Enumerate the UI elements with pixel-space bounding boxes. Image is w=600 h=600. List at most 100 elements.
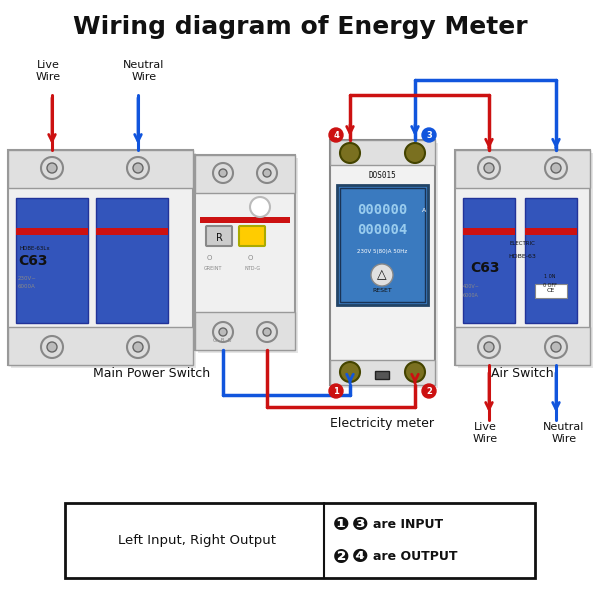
Bar [8, 150, 193, 188]
Bar [200, 217, 290, 223]
Circle shape [263, 328, 271, 336]
Circle shape [127, 336, 149, 358]
Bar [198, 158, 298, 353]
Text: Left Input, Right Output: Left Input, Right Output [118, 534, 275, 547]
Bar [8, 327, 193, 365]
Text: 230V 5(80)A 50Hz: 230V 5(80)A 50Hz [357, 250, 407, 254]
Text: 1: 1 [333, 386, 339, 395]
Text: A: A [422, 208, 426, 212]
Circle shape [405, 362, 425, 382]
Circle shape [551, 342, 561, 352]
Circle shape [133, 163, 143, 173]
Bar [16, 198, 88, 323]
Text: O: O [206, 255, 212, 261]
Bar [195, 312, 295, 350]
Text: Neutral
Wire: Neutral Wire [124, 61, 164, 82]
Circle shape [484, 342, 494, 352]
Text: Wiring diagram of Energy Meter: Wiring diagram of Energy Meter [73, 15, 527, 39]
Bar [340, 188, 425, 302]
Circle shape [257, 322, 277, 342]
Circle shape [484, 163, 494, 173]
Bar [463, 228, 515, 235]
Text: DOS015: DOS015 [368, 170, 396, 179]
Circle shape [133, 342, 143, 352]
Text: Air Switch: Air Switch [491, 367, 553, 380]
Circle shape [545, 336, 567, 358]
Text: RESET: RESET [372, 287, 392, 292]
Circle shape [405, 143, 425, 163]
FancyBboxPatch shape [239, 226, 265, 246]
Bar [330, 140, 435, 385]
Text: 3: 3 [426, 130, 432, 139]
Circle shape [47, 163, 57, 173]
Text: 230V~: 230V~ [18, 276, 37, 281]
Circle shape [478, 157, 500, 179]
Bar [195, 155, 295, 193]
Circle shape [371, 264, 393, 286]
Text: 2: 2 [426, 386, 432, 395]
Text: Live
Wire: Live Wire [472, 422, 497, 443]
FancyBboxPatch shape [206, 226, 232, 246]
Circle shape [329, 128, 343, 142]
Text: 000000: 000000 [357, 203, 407, 217]
Bar [333, 143, 438, 388]
Text: are OUTPUT: are OUTPUT [373, 551, 457, 563]
Circle shape [478, 336, 500, 358]
Text: 6000A: 6000A [463, 293, 479, 298]
Text: Neutral
Wire: Neutral Wire [544, 422, 584, 443]
Text: HDBE-63Lx: HDBE-63Lx [20, 246, 50, 251]
Text: ❹: ❹ [352, 547, 368, 566]
Text: 000004: 000004 [357, 223, 407, 237]
Text: 4: 4 [333, 130, 339, 139]
Text: GREINT: GREINT [204, 266, 222, 271]
Text: ELECTRIC: ELECTRIC [509, 241, 535, 246]
Text: HDBE-63: HDBE-63 [508, 254, 536, 259]
Bar [16, 228, 88, 235]
Circle shape [340, 143, 360, 163]
Circle shape [41, 336, 63, 358]
Text: Electricity meter: Electricity meter [330, 417, 434, 430]
Bar [195, 155, 295, 350]
Text: ❷: ❷ [333, 547, 349, 566]
Bar [11, 153, 196, 368]
Circle shape [213, 322, 233, 342]
Text: ❸: ❸ [352, 514, 368, 533]
Bar [330, 140, 435, 165]
Circle shape [551, 163, 561, 173]
Circle shape [257, 163, 277, 183]
Bar [455, 150, 590, 188]
Bar [455, 327, 590, 365]
Bar [337, 185, 428, 305]
Circle shape [47, 342, 57, 352]
Bar [525, 228, 577, 235]
Bar [330, 360, 435, 385]
Bar [525, 198, 577, 323]
Bar [375, 371, 389, 379]
Text: 0 OFF: 0 OFF [543, 283, 557, 288]
Bar [463, 198, 515, 323]
Text: R: R [215, 233, 223, 243]
Text: are INPUT: are INPUT [373, 517, 443, 530]
Bar [65, 503, 535, 578]
Circle shape [219, 328, 227, 336]
Text: Live
Wire: Live Wire [35, 61, 61, 82]
Circle shape [329, 384, 343, 398]
Bar [96, 198, 168, 323]
Text: CE: CE [547, 288, 555, 293]
Text: 6000A: 6000A [18, 284, 36, 289]
Bar [455, 150, 590, 365]
Text: NTD-G: NTD-G [245, 266, 261, 271]
Bar [96, 228, 168, 235]
Text: O: O [247, 255, 253, 261]
Bar [458, 153, 593, 368]
Bar [535, 284, 567, 298]
Circle shape [263, 169, 271, 177]
Circle shape [250, 197, 270, 217]
Text: 1 0N: 1 0N [544, 274, 556, 279]
Circle shape [127, 157, 149, 179]
Text: C63: C63 [470, 261, 499, 275]
Circle shape [219, 169, 227, 177]
Text: C63: C63 [18, 254, 47, 268]
Circle shape [340, 362, 360, 382]
Text: Main Power Switch: Main Power Switch [93, 367, 210, 380]
